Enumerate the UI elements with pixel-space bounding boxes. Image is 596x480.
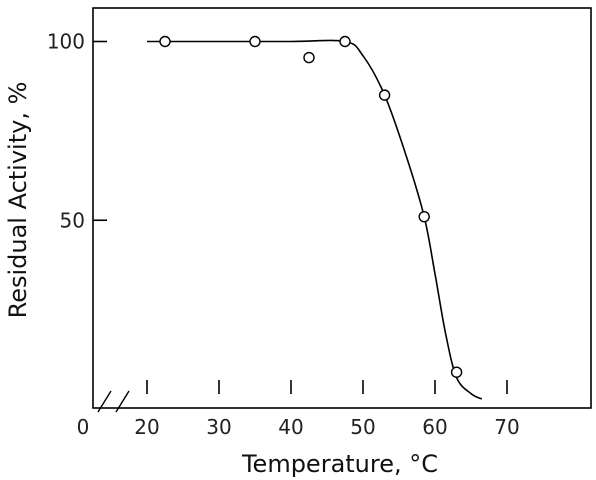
x-tick-label-30: 30 xyxy=(206,415,231,439)
data-point xyxy=(450,366,463,378)
data-point xyxy=(303,51,315,64)
axis-break-mark-1 xyxy=(97,390,112,413)
data-point xyxy=(159,35,171,48)
y-axis-ticks: 50 100 xyxy=(47,30,107,232)
x-tick-label-20: 20 xyxy=(134,415,159,439)
data-points xyxy=(159,35,463,378)
data-point xyxy=(339,35,351,48)
data-point xyxy=(249,35,261,48)
x-axis-title: Temperature, °C xyxy=(241,450,438,478)
fit-curve xyxy=(147,39,483,400)
y-axis-title: Residual Activity, % xyxy=(4,82,32,319)
x-tick-label-0: 0 xyxy=(77,415,90,439)
x-axis-break xyxy=(97,390,130,413)
data-point xyxy=(378,89,391,101)
plot-frame xyxy=(92,7,592,409)
y-tick-label-50: 50 xyxy=(60,208,85,232)
data-point xyxy=(418,210,430,223)
x-tick-label-70: 70 xyxy=(494,415,519,439)
x-tick-label-50: 50 xyxy=(350,415,375,439)
x-tick-label-40: 40 xyxy=(278,415,303,439)
axis-break-mark-2 xyxy=(115,390,130,413)
y-tick-label-100: 100 xyxy=(47,30,85,54)
x-tick-label-60: 60 xyxy=(422,415,447,439)
x-axis-ticks: 0 20 30 40 50 60 70 xyxy=(77,380,520,439)
